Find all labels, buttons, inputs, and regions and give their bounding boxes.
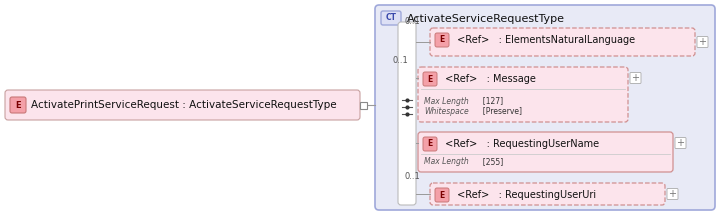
Text: 0..1: 0..1 [404, 17, 420, 26]
Text: ActivateServiceRequestType: ActivateServiceRequestType [407, 14, 565, 24]
FancyBboxPatch shape [418, 67, 628, 122]
Text: 0..1: 0..1 [392, 56, 408, 65]
Text: [Preserve]: [Preserve] [478, 106, 522, 115]
Text: <Ref>   : RequestingUserName: <Ref> : RequestingUserName [442, 139, 599, 149]
FancyBboxPatch shape [430, 183, 665, 205]
FancyBboxPatch shape [435, 33, 449, 47]
FancyBboxPatch shape [398, 22, 416, 205]
Bar [360, 101, 367, 109]
FancyBboxPatch shape [630, 72, 641, 83]
FancyBboxPatch shape [430, 28, 695, 56]
Text: +: + [698, 37, 706, 47]
FancyBboxPatch shape [435, 188, 449, 202]
Text: <Ref>   : RequestingUserUri: <Ref> : RequestingUserUri [454, 190, 596, 200]
Text: E: E [428, 75, 433, 83]
Text: +: + [677, 138, 685, 148]
Text: <Ref>   : ElementsNaturalLanguage: <Ref> : ElementsNaturalLanguage [454, 35, 635, 45]
FancyBboxPatch shape [667, 189, 678, 200]
Text: ActivatePrintServiceRequest : ActivateServiceRequestType: ActivatePrintServiceRequest : ActivateSe… [31, 100, 337, 110]
Text: E: E [428, 140, 433, 149]
FancyBboxPatch shape [697, 37, 708, 48]
FancyBboxPatch shape [10, 97, 26, 113]
Text: <Ref>   : Message: <Ref> : Message [442, 74, 536, 84]
Text: E: E [439, 190, 444, 200]
FancyBboxPatch shape [375, 5, 715, 210]
Text: 0..1: 0..1 [404, 172, 420, 181]
Text: CT: CT [386, 14, 396, 23]
Text: +: + [632, 73, 640, 83]
Text: Max Length: Max Length [424, 158, 469, 166]
Text: [255]: [255] [478, 158, 503, 166]
Text: E: E [439, 35, 444, 45]
Text: Whitespace: Whitespace [424, 106, 469, 115]
Text: [127]: [127] [478, 97, 503, 106]
FancyBboxPatch shape [381, 11, 401, 25]
FancyBboxPatch shape [423, 137, 437, 151]
Text: Max Length: Max Length [424, 97, 469, 106]
FancyBboxPatch shape [5, 90, 360, 120]
FancyBboxPatch shape [423, 72, 437, 86]
Text: E: E [15, 100, 21, 109]
FancyBboxPatch shape [418, 132, 673, 172]
FancyBboxPatch shape [675, 138, 686, 149]
Text: +: + [669, 189, 677, 199]
